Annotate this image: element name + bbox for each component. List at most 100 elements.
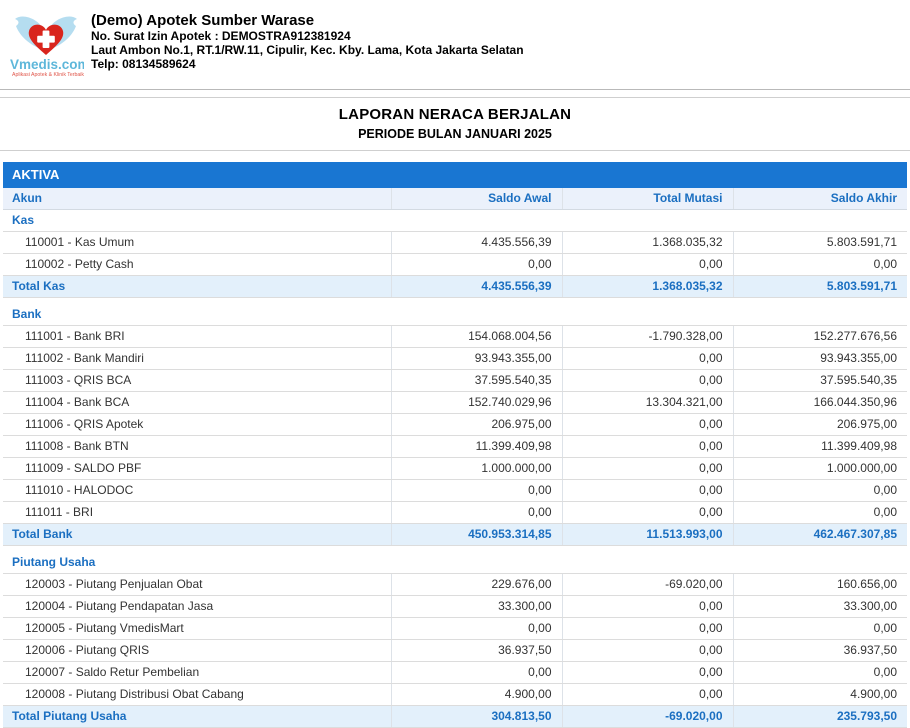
- group-spacer-row: [3, 297, 907, 304]
- saldo-awal-cell: 36.937,50: [390, 639, 562, 662]
- group-spacer-cell: [3, 297, 907, 304]
- account-name-cell: 111006 - QRIS Apotek: [3, 413, 391, 436]
- account-row: 110001 - Kas Umum 4.435.556,39 1.368.035,3…: [3, 231, 907, 254]
- total-mutasi-cell: 1.368.035,32: [561, 231, 733, 254]
- group-spacer-cell: [3, 545, 907, 552]
- account-name-cell: 120006 - Piutang QRIS: [3, 639, 391, 662]
- group-header-row: Piutang Usaha: [3, 552, 907, 574]
- balance-table: Akun Saldo Awal Total Mutasi Saldo Akhir…: [3, 188, 907, 728]
- report-title-box: LAPORAN NERACA BERJALAN PERIODE BULAN JA…: [0, 97, 910, 151]
- saldo-akhir-cell: 0,00: [732, 501, 907, 524]
- account-name-cell: 111010 - HALODOC: [3, 479, 391, 502]
- group-total-label: Total Bank: [3, 523, 391, 546]
- pharmacy-address: Laut Ambon No.1, RT.1/RW.11, Cipulir, Ke…: [91, 43, 524, 57]
- saldo-awal-cell: 206.975,00: [390, 413, 562, 436]
- group-header-row: Bank: [3, 304, 907, 326]
- account-name-cell: 111011 - BRI: [3, 501, 391, 524]
- pharmacy-info: (Demo) Apotek Sumber Warase No. Surat Iz…: [91, 10, 524, 71]
- vmedis-logo-tagline: Aplikasi Apotek & Klinik Terbaik: [12, 72, 84, 78]
- total-mutasi-cell: 0,00: [561, 435, 733, 458]
- saldo-awal-cell: 154.068.004,56: [390, 325, 562, 348]
- group-total-saldo-akhir: 5.803.591,71: [732, 275, 907, 298]
- account-row: 111008 - Bank BTN 11.399.409,98 0,00 11.399…: [3, 435, 907, 458]
- total-mutasi-cell: -69.020,00: [561, 573, 733, 596]
- account-row: 120004 - Piutang Pendapatan Jasa 33.300,0…: [3, 595, 907, 618]
- section-bar-aktiva: AKTIVA: [3, 162, 907, 188]
- saldo-awal-cell: 0,00: [390, 617, 562, 640]
- saldo-awal-cell: 4.435.556,39: [390, 231, 562, 254]
- saldo-akhir-cell: 5.803.591,71: [732, 231, 907, 254]
- total-mutasi-cell: 0,00: [561, 253, 733, 276]
- group-total-row: Total Piutang Usaha 304.813,50 -69.020,00 2…: [3, 705, 907, 728]
- saldo-awal-cell: 229.676,00: [390, 573, 562, 596]
- total-mutasi-cell: 0,00: [561, 501, 733, 524]
- report-table-body: Kas 110001 - Kas Umum 4.435.556,39 1.368.03…: [3, 209, 907, 728]
- total-mutasi-cell: 0,00: [561, 683, 733, 706]
- total-mutasi-cell: 0,00: [561, 479, 733, 502]
- account-name-cell: 111009 - SALDO PBF: [3, 457, 391, 480]
- saldo-awal-cell: 11.399.409,98: [390, 435, 562, 458]
- group-total-row: Total Kas 4.435.556,39 1.368.035,32 5.803.5…: [3, 275, 907, 298]
- group-total-saldo-awal: 304.813,50: [390, 705, 562, 728]
- account-row: 111001 - Bank BRI 154.068.004,56 -1.790.32…: [3, 325, 907, 348]
- saldo-awal-cell: 0,00: [390, 501, 562, 524]
- account-name-cell: 120008 - Piutang Distribusi Obat Cabang: [3, 683, 391, 706]
- group-spacer-row: [3, 545, 907, 552]
- group-total-saldo-awal: 450.953.314,85: [390, 523, 562, 546]
- total-mutasi-cell: 0,00: [561, 661, 733, 684]
- account-row: 111010 - HALODOC 0,00 0,00 0,00: [3, 479, 907, 502]
- account-name-cell: 111003 - QRIS BCA: [3, 369, 391, 392]
- saldo-akhir-cell: 160.656,00: [732, 573, 907, 596]
- saldo-akhir-cell: 1.000.000,00: [732, 457, 907, 480]
- account-name-cell: 110002 - Petty Cash: [3, 253, 391, 276]
- account-name-cell: 111008 - Bank BTN: [3, 435, 391, 458]
- account-row: 120003 - Piutang Penjualan Obat 229.676,0…: [3, 573, 907, 596]
- group-total-saldo-akhir: 462.467.307,85: [732, 523, 907, 546]
- column-header-row: Akun Saldo Awal Total Mutasi Saldo Akhir: [3, 188, 907, 210]
- account-row: 120005 - Piutang VmedisMart 0,00 0,00 0,00: [3, 617, 907, 640]
- pharmacy-phone: Telp: 08134589624: [91, 57, 196, 71]
- saldo-akhir-cell: 152.277.676,56: [732, 325, 907, 348]
- total-mutasi-cell: -1.790.328,00: [561, 325, 733, 348]
- report-header: Vmedis.com Aplikasi Apotek & Klinik Terb…: [0, 0, 910, 90]
- pharmacy-license: No. Surat Izin Apotek : DEMOSTRA91238192…: [91, 29, 351, 43]
- account-name-cell: 120005 - Piutang VmedisMart: [3, 617, 391, 640]
- account-name-cell: 120003 - Piutang Penjualan Obat: [3, 573, 391, 596]
- account-row: 111003 - QRIS BCA 37.595.540,35 0,00 37.595…: [3, 369, 907, 392]
- saldo-awal-cell: 152.740.029,96: [390, 391, 562, 414]
- account-row: 111006 - QRIS Apotek 206.975,00 0,00 206.97…: [3, 413, 907, 436]
- account-name-cell: 110001 - Kas Umum: [3, 231, 391, 254]
- account-name-cell: 120004 - Piutang Pendapatan Jasa: [3, 595, 391, 618]
- group-total-saldo-akhir: 235.793,50: [732, 705, 907, 728]
- total-mutasi-cell: 0,00: [561, 595, 733, 618]
- column-header-akun: Akun: [3, 188, 391, 210]
- total-mutasi-cell: 0,00: [561, 369, 733, 392]
- group-header-row: Kas: [3, 209, 907, 232]
- account-row: 111009 - SALDO PBF 1.000.000,00 0,00 1.000.…: [3, 457, 907, 480]
- account-row: 120006 - Piutang QRIS 36.937,50 0,00 36.937…: [3, 639, 907, 662]
- saldo-awal-cell: 93.943.355,00: [390, 347, 562, 370]
- saldo-akhir-cell: 4.900,00: [732, 683, 907, 706]
- account-name-cell: 120007 - Saldo Retur Pembelian: [3, 661, 391, 684]
- saldo-awal-cell: 4.900,00: [390, 683, 562, 706]
- saldo-awal-cell: 0,00: [390, 479, 562, 502]
- total-mutasi-cell: 0,00: [561, 457, 733, 480]
- saldo-akhir-cell: 0,00: [732, 617, 907, 640]
- group-total-label: Total Piutang Usaha: [3, 705, 391, 728]
- vmedis-logo-text: Vmedis.com: [10, 57, 84, 72]
- group-total-row: Total Bank 450.953.314,85 11.513.993,00 462…: [3, 523, 907, 546]
- report-title: LAPORAN NERACA BERJALAN: [338, 106, 572, 123]
- total-mutasi-cell: 0,00: [561, 413, 733, 436]
- vmedis-logo-icon: Vmedis.com Aplikasi Apotek & Klinik Terb…: [10, 16, 90, 78]
- vmedis-logo: Vmedis.com Aplikasi Apotek & Klinik Terb…: [8, 10, 90, 85]
- saldo-akhir-cell: 0,00: [732, 253, 907, 276]
- saldo-akhir-cell: 0,00: [732, 661, 907, 684]
- saldo-akhir-cell: 206.975,00: [732, 413, 907, 436]
- group-total-total-mutasi: 1.368.035,32: [561, 275, 733, 298]
- saldo-awal-cell: 0,00: [390, 661, 562, 684]
- saldo-akhir-cell: 33.300,00: [732, 595, 907, 618]
- total-mutasi-cell: 0,00: [561, 347, 733, 370]
- total-mutasi-cell: 0,00: [561, 617, 733, 640]
- account-row: 120007 - Saldo Retur Pembelian 0,00 0,00 0,…: [3, 661, 907, 684]
- column-header-saldo-awal: Saldo Awal: [390, 188, 562, 210]
